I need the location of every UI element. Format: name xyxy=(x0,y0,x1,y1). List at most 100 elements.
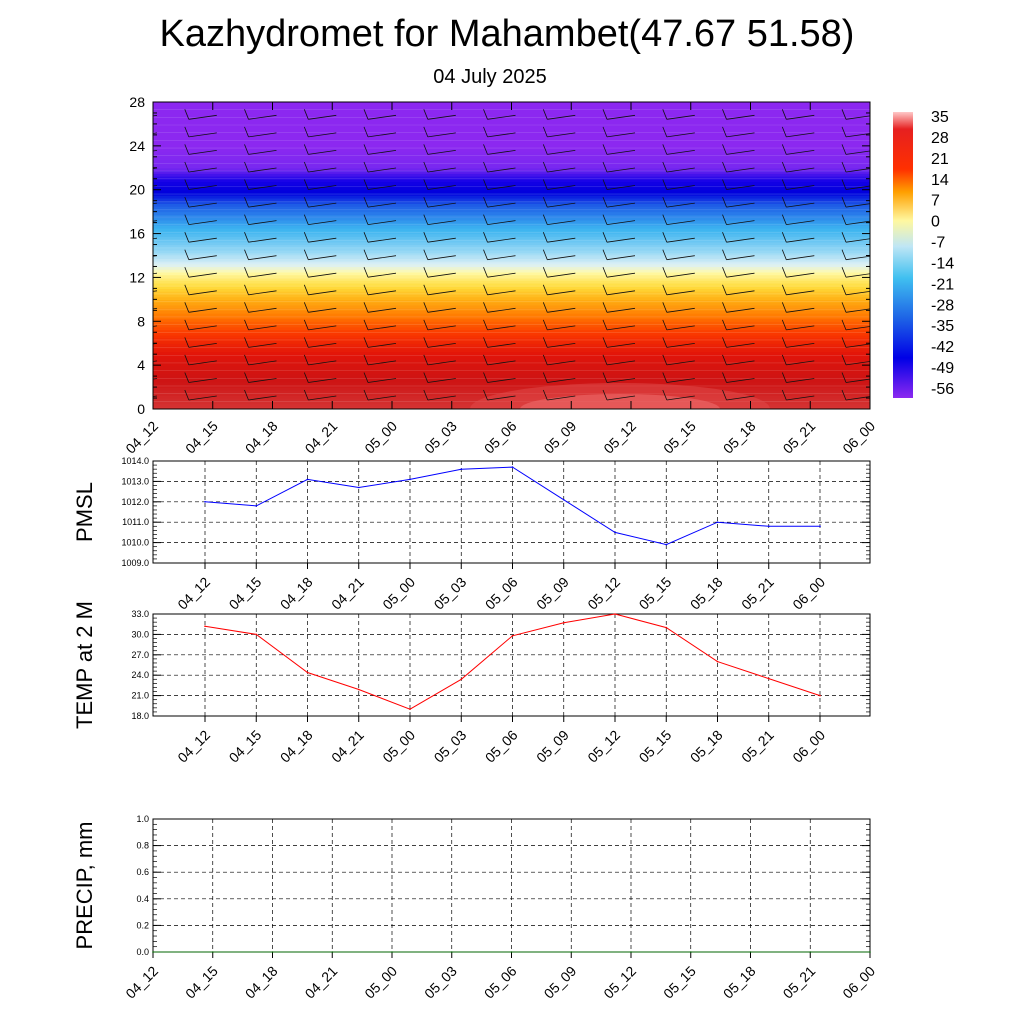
wind-barb xyxy=(722,249,755,261)
data-point xyxy=(563,499,565,501)
wind-barb-shaft xyxy=(427,167,456,173)
wind-barb xyxy=(722,232,755,243)
wind-barb-flag xyxy=(722,284,727,295)
heatmap-band xyxy=(153,239,870,243)
wind-barb xyxy=(244,284,277,296)
wind-barb-shaft xyxy=(427,343,456,348)
wind-barb xyxy=(184,372,217,383)
wind-barb-flag xyxy=(722,196,727,208)
y-tick-label: 18.0 xyxy=(131,711,149,721)
wind-barb xyxy=(303,196,337,208)
wind-barb-flag xyxy=(542,109,548,120)
heatmap-band xyxy=(153,236,870,240)
wind-barb-flag xyxy=(781,214,787,225)
wind-barb-flag xyxy=(781,196,787,208)
heatmap-band xyxy=(153,356,870,361)
data-point xyxy=(204,625,206,627)
wind-barb-flag xyxy=(602,126,608,138)
colorbar-tick-label: 21 xyxy=(931,151,949,168)
wind-barb xyxy=(184,337,217,348)
heatmap-band xyxy=(153,337,870,342)
wind-barb xyxy=(722,126,755,138)
y-tick-label: 12 xyxy=(129,269,145,285)
wind-barb-shaft xyxy=(308,220,337,225)
wind-barb-flag xyxy=(662,337,668,348)
wind-barb xyxy=(303,319,337,331)
y-tick-label: 0.2 xyxy=(136,920,149,930)
wind-barb-shaft xyxy=(487,343,516,348)
wind-barb-shaft xyxy=(606,167,636,173)
wind-barb-shaft xyxy=(786,290,815,296)
heatmap-band xyxy=(153,211,870,215)
wind-barb xyxy=(303,267,337,278)
wind-barb-flag xyxy=(423,302,429,313)
heatmap-band xyxy=(153,387,870,391)
y-tick-label: 0.4 xyxy=(136,894,149,904)
heatmap-band xyxy=(153,181,870,185)
wind-barb-flag xyxy=(423,319,429,331)
wind-barb xyxy=(363,249,397,261)
data-point xyxy=(819,694,821,697)
wind-barb-shaft xyxy=(487,290,516,296)
wind-barb xyxy=(841,179,870,190)
wind-barb xyxy=(781,389,815,401)
wind-barb-shaft xyxy=(188,290,217,296)
wind-barb-flag xyxy=(781,161,787,173)
wind-barb-flag xyxy=(781,337,787,348)
wind-barb xyxy=(423,302,456,313)
wind-barb xyxy=(781,161,815,173)
wind-barb-flag xyxy=(602,161,608,173)
wind-barb-flag xyxy=(363,126,369,138)
wind-barb-shaft xyxy=(308,343,337,348)
wind-barb xyxy=(483,372,516,383)
wind-barb xyxy=(244,179,277,190)
heatmap-band xyxy=(153,112,870,117)
wind-barb xyxy=(542,337,576,348)
wind-barb-flag xyxy=(722,144,727,155)
wind-barb xyxy=(662,354,695,366)
wind-barb-flag xyxy=(662,302,668,313)
wind-barb-shaft xyxy=(248,272,277,278)
wind-barb xyxy=(363,214,397,225)
heatmap-band xyxy=(153,241,870,246)
wind-barb xyxy=(423,249,456,261)
wind-barb-flag xyxy=(542,267,548,278)
wind-barb-shaft xyxy=(248,220,277,225)
wind-barb xyxy=(303,126,337,138)
data-point xyxy=(665,626,668,629)
x-tick-label: 05_18 xyxy=(687,727,726,766)
wind-barb-shaft xyxy=(726,272,755,278)
wind-barb xyxy=(542,179,576,190)
wind-barb-flag xyxy=(125,127,129,137)
wind-barb-shaft xyxy=(487,114,516,120)
wind-barb-flag xyxy=(542,372,548,383)
wind-barb-shaft xyxy=(786,167,815,173)
wind-barb xyxy=(303,249,337,261)
wind-barb-flag xyxy=(244,354,249,366)
wind-barb xyxy=(602,389,636,401)
data-point xyxy=(570,951,573,953)
wind-barb xyxy=(722,161,755,173)
wind-barb-shaft xyxy=(547,185,576,190)
wind-barb xyxy=(781,354,815,366)
colorbar: 35 28 21 14 7 0 -7 -14 -21 -28 -35 -42 -49 -56 xyxy=(893,109,954,398)
wind-barb-shaft xyxy=(606,307,636,313)
wind-barb-flag xyxy=(184,389,190,401)
wind-barb xyxy=(244,196,277,208)
wind-barb-flag xyxy=(423,249,429,260)
heatmap-band xyxy=(153,362,870,366)
wind-barb-shaft xyxy=(427,255,456,261)
wind-barb-shaft xyxy=(666,220,695,225)
heatmap-band xyxy=(153,143,870,147)
wind-barb xyxy=(781,267,815,278)
wind-barb-shaft xyxy=(248,185,277,190)
wind-barb xyxy=(542,389,576,401)
heatmap-band xyxy=(153,274,870,279)
wind-barb-flag xyxy=(363,267,369,278)
heatmap-band xyxy=(153,137,870,141)
wind-barb-flag xyxy=(542,284,548,295)
wind-barb-flag xyxy=(303,302,309,313)
wind-barb-flag xyxy=(542,214,548,225)
wind-barb-shaft xyxy=(845,185,870,190)
